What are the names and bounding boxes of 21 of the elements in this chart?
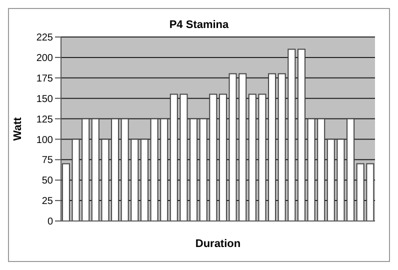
y-axis-title: Watt: [12, 116, 24, 141]
bar: [190, 118, 198, 221]
y-tick-label: 175: [36, 73, 54, 84]
y-tick-label: 100: [36, 134, 54, 146]
bar: [62, 163, 70, 221]
y-tick-label: 75: [42, 155, 54, 166]
y-tick-label: 150: [36, 94, 54, 105]
bar: [346, 118, 355, 221]
chart-title: P4 Stamina: [168, 19, 230, 31]
y-tick-label: 50: [42, 176, 54, 187]
bar: [111, 118, 120, 221]
x-axis-title: Duration: [195, 238, 241, 250]
y-tick-label: 25: [42, 196, 54, 208]
bar: [218, 94, 227, 221]
bar: [140, 138, 148, 221]
bar: [268, 73, 276, 221]
bar: [297, 48, 306, 221]
y-tick-label: 0: [47, 216, 54, 228]
y-tick-label: 125: [36, 114, 54, 126]
y-tick-label: 200: [36, 52, 54, 64]
y-tick-label: 225: [36, 32, 54, 44]
